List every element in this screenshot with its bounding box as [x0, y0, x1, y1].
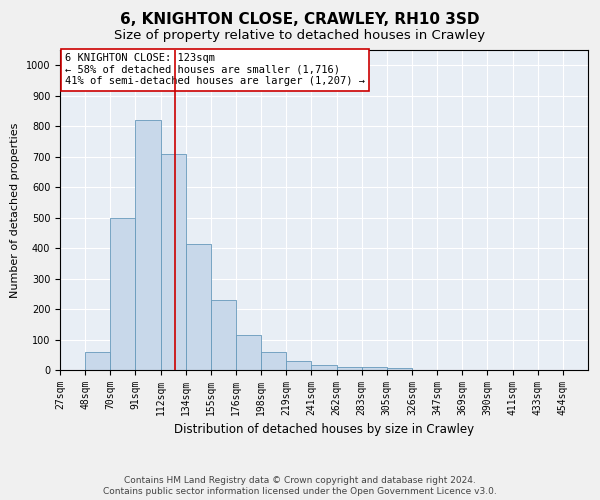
Bar [311, 366, 337, 370]
Bar [110, 218, 136, 370]
Bar [362, 367, 387, 370]
Bar [211, 300, 236, 370]
Y-axis label: Number of detached properties: Number of detached properties [10, 122, 20, 298]
Bar [161, 154, 186, 370]
Bar [186, 244, 211, 370]
Bar [286, 361, 311, 370]
Text: 6, KNIGHTON CLOSE, CRAWLEY, RH10 3SD: 6, KNIGHTON CLOSE, CRAWLEY, RH10 3SD [120, 12, 480, 28]
Bar [85, 352, 110, 370]
Text: Size of property relative to detached houses in Crawley: Size of property relative to detached ho… [115, 29, 485, 42]
Text: 6 KNIGHTON CLOSE: 123sqm
← 58% of detached houses are smaller (1,716)
41% of sem: 6 KNIGHTON CLOSE: 123sqm ← 58% of detach… [65, 53, 365, 86]
Bar [387, 368, 412, 370]
Bar [261, 352, 286, 370]
Bar [337, 367, 362, 370]
Text: Contains public sector information licensed under the Open Government Licence v3: Contains public sector information licen… [103, 488, 497, 496]
Bar [136, 120, 161, 370]
X-axis label: Distribution of detached houses by size in Crawley: Distribution of detached houses by size … [174, 424, 474, 436]
Bar [236, 335, 261, 370]
Text: Contains HM Land Registry data © Crown copyright and database right 2024.: Contains HM Land Registry data © Crown c… [124, 476, 476, 485]
